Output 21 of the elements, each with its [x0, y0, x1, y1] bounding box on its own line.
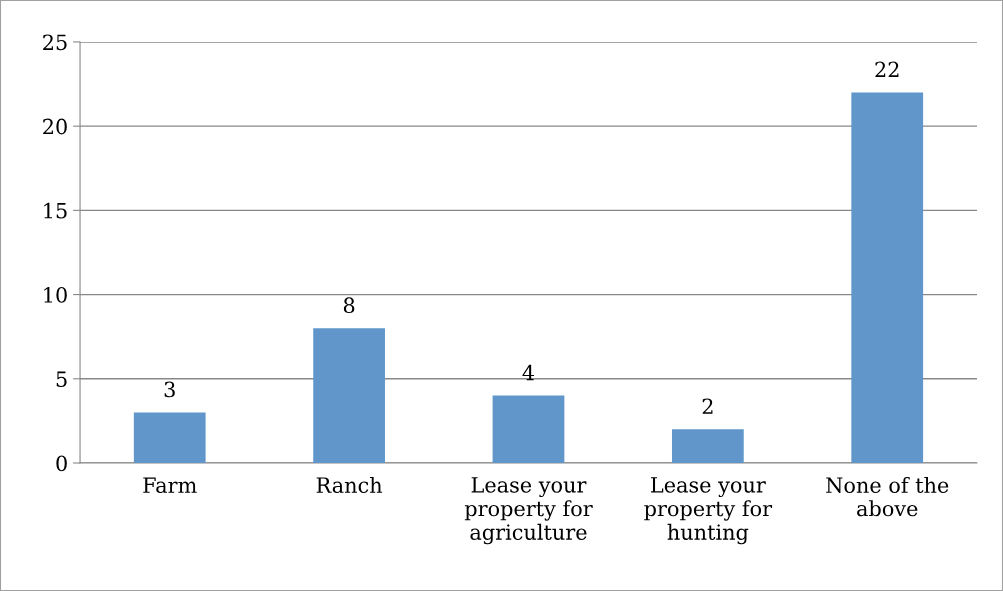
data-label: 8	[343, 297, 355, 314]
bar	[671, 429, 744, 463]
y-tick-label: 20	[43, 118, 67, 135]
y-tick-label: 5	[56, 371, 67, 387]
data-label: 4	[522, 364, 535, 381]
y-tick-label: 15	[44, 202, 67, 219]
x-tick-label: None of the above	[826, 476, 949, 517]
y-tick-label: 25	[43, 34, 67, 51]
bar	[133, 412, 206, 463]
bar	[492, 395, 565, 463]
x-tick-label: Lease your property for agriculture	[464, 477, 593, 545]
data-label: 2	[702, 398, 713, 414]
x-tick-label: Farm	[143, 477, 197, 493]
y-tick-label: 10	[44, 287, 67, 303]
data-label: 3	[164, 381, 175, 398]
x-tick-label: Lease your property for hunting	[644, 477, 773, 545]
data-label: 22	[875, 61, 899, 78]
bar	[851, 92, 924, 463]
bar	[313, 328, 385, 463]
y-tick-label: 0	[56, 455, 67, 472]
x-tick-label: Ranch	[316, 476, 383, 493]
